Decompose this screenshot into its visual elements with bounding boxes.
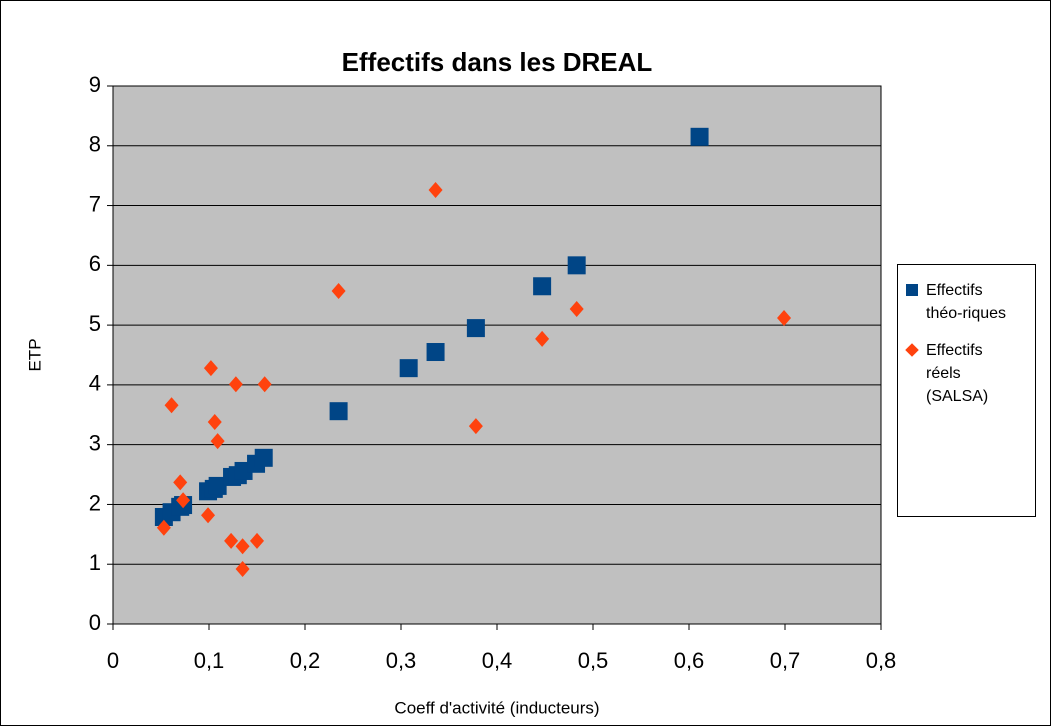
x-tick-label: 0,5	[578, 648, 609, 673]
point	[250, 532, 264, 549]
point	[235, 561, 250, 578]
point	[176, 492, 191, 509]
x-tick-label: 0,4	[482, 648, 513, 673]
x-tick-label: 0,1	[194, 648, 225, 673]
y-tick-label: 9	[89, 72, 101, 97]
x-tick-label: 0,8	[866, 648, 897, 673]
point	[164, 397, 179, 414]
point	[257, 376, 272, 393]
point	[331, 283, 346, 300]
legend: Effectifs théo-riques Effectifs réels (SA…	[897, 264, 1036, 517]
point	[201, 507, 216, 524]
point	[428, 182, 443, 199]
legend-label: Effectifs théo-riques	[926, 282, 1007, 322]
point	[173, 474, 188, 491]
plot-border	[112, 85, 882, 625]
y-tick-label: 5	[89, 311, 101, 336]
y-tick-label: 0	[89, 610, 101, 635]
legend-swatch	[905, 343, 919, 357]
x-axis-label: Coeff d'activité (inducteurs)	[394, 698, 599, 717]
point	[224, 532, 239, 549]
x-tick-label: 0,3	[386, 648, 417, 673]
point	[535, 330, 550, 347]
y-tick-label: 2	[89, 490, 101, 515]
point	[254, 448, 273, 467]
point	[533, 277, 552, 296]
legend-item: Effectifs réels (SALSA)	[905, 339, 1035, 408]
point	[399, 359, 418, 378]
point	[235, 538, 250, 555]
legend-label: Effectifs réels (SALSA)	[926, 342, 989, 405]
point	[468, 418, 483, 435]
point	[210, 433, 225, 450]
legend-item: Effectifs théo-riques	[906, 279, 1035, 325]
point	[208, 476, 227, 495]
y-tick-label: 4	[89, 371, 101, 396]
y-tick-label: 3	[89, 430, 101, 455]
point	[207, 413, 222, 430]
point	[228, 376, 243, 393]
y-tick-label: 6	[89, 251, 101, 276]
x-tick-label: 0	[107, 648, 119, 673]
point	[777, 309, 792, 326]
y-tick-label: 1	[89, 550, 101, 575]
x-tick-label: 0,2	[290, 648, 321, 673]
y-axis-label: ETP	[25, 338, 44, 371]
point	[567, 256, 586, 275]
point	[203, 360, 218, 377]
plot-area	[113, 86, 881, 624]
point	[426, 343, 445, 362]
x-tick-label: 0,6	[674, 648, 705, 673]
point	[690, 127, 709, 146]
point	[329, 402, 348, 421]
legend-swatch	[906, 284, 918, 296]
y-tick-label: 8	[89, 132, 101, 157]
point	[156, 519, 171, 536]
y-tick-label: 7	[89, 191, 101, 216]
point	[466, 319, 485, 338]
chart-title: Effectifs dans les DREAL	[342, 47, 653, 77]
point	[569, 300, 584, 317]
x-tick-label: 0,7	[770, 648, 801, 673]
